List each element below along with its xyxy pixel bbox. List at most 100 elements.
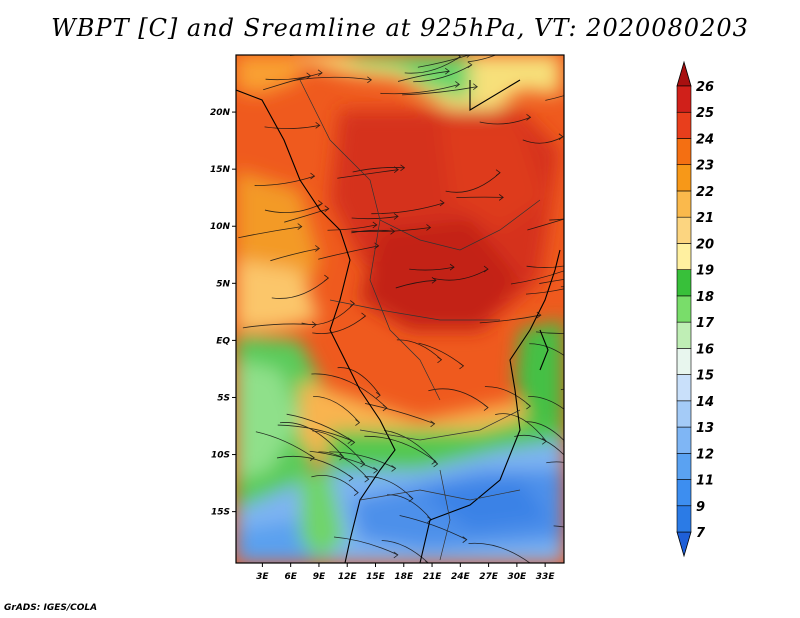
streamline — [311, 474, 359, 493]
y-tick-label: 5S — [217, 393, 230, 403]
streamline — [365, 403, 435, 425]
streamline-arrow — [372, 221, 378, 229]
streamline — [479, 116, 531, 125]
streamline-arrow — [495, 169, 501, 176]
streamline-arrow — [306, 72, 312, 80]
colorbar-segment — [676, 295, 692, 323]
streamline-arrow — [382, 404, 388, 412]
streamline-arrow — [610, 269, 614, 275]
streamline-arrow — [393, 213, 399, 220]
streamline-arrow — [425, 560, 429, 563]
y-tick-label: 15S — [211, 508, 230, 518]
streamline-arrow — [393, 551, 399, 559]
colorbar-segment — [676, 400, 692, 428]
streamline — [399, 515, 467, 540]
streamline-arrow — [315, 122, 321, 129]
streamline-arrow — [612, 322, 616, 328]
streamline-arrow — [317, 69, 323, 77]
temperature-field — [236, 55, 564, 563]
streamline — [312, 430, 365, 465]
streamline-arrow — [558, 133, 564, 141]
streamline — [549, 218, 564, 221]
x-tick-label: 30E — [508, 572, 528, 582]
streamline — [413, 64, 472, 83]
colorbar-label: 18 — [696, 290, 714, 305]
streamline-arrow — [624, 553, 628, 559]
streamline-arrow — [467, 61, 473, 69]
streamline — [333, 536, 398, 556]
streamline-arrow — [483, 404, 489, 411]
streamline-arrow — [353, 489, 359, 496]
colorbar-label: 7 — [696, 526, 706, 541]
streamline — [351, 216, 399, 220]
streamline-arrow — [367, 76, 373, 84]
x-tick-label: 33E — [536, 572, 556, 582]
country-borders — [299, 79, 541, 561]
streamline-arrow — [473, 83, 478, 91]
streamline — [428, 388, 489, 408]
colorbar-segment — [676, 111, 692, 139]
streamline-arrow — [339, 453, 345, 461]
coastline-outline — [236, 79, 561, 563]
streamline — [365, 476, 414, 499]
streamline — [467, 55, 497, 63]
streamline-arrow — [565, 266, 569, 272]
streamline — [318, 245, 379, 260]
streamline-arrow — [351, 34, 355, 40]
streamline-arrow — [431, 277, 437, 284]
streamline — [270, 248, 320, 262]
streamline — [535, 331, 564, 334]
streamline-arrow — [514, 41, 518, 47]
streamline — [264, 124, 320, 129]
y-tick-label: 20N — [210, 108, 231, 118]
streamline-arrow — [309, 454, 315, 462]
x-tick-label: 6E — [284, 572, 297, 582]
streamline — [312, 315, 366, 334]
x-tick-label: 15E — [366, 572, 386, 582]
streamline-arrow — [297, 223, 303, 230]
colorbar-label: 16 — [696, 342, 714, 357]
colorbar-label: 12 — [696, 447, 714, 462]
streamline — [529, 343, 564, 356]
streamline-arrow — [483, 265, 489, 273]
streamline-arrow — [437, 356, 443, 364]
streamline-arrow — [315, 245, 320, 252]
streamline — [337, 169, 399, 179]
streamline — [276, 455, 354, 479]
x-tick-label: 9E — [313, 572, 326, 582]
streamline — [468, 542, 531, 563]
streamline-arrow — [360, 460, 366, 468]
streamline-arrow — [498, 194, 504, 201]
x-tick-label: 24E — [451, 572, 471, 582]
colorbar-segment — [676, 190, 692, 218]
colorbar-segment — [676, 243, 692, 270]
streamline-arrow — [603, 415, 607, 421]
streamline — [539, 278, 564, 284]
streamline-arrow — [430, 420, 436, 428]
streamline — [284, 208, 329, 223]
streamline — [409, 266, 455, 271]
streamline — [526, 265, 564, 268]
streamline — [525, 288, 564, 295]
streamline — [351, 227, 431, 233]
streamline — [514, 435, 564, 456]
streamline-arrow — [571, 283, 575, 289]
colorbar-segment — [676, 426, 692, 454]
streamline-arrow — [573, 212, 577, 218]
streamline-arrow — [582, 257, 586, 263]
streamline-arrow — [400, 164, 406, 172]
colorbar-segment — [676, 216, 692, 244]
colorbar-segment — [676, 452, 692, 480]
streamline — [479, 314, 541, 324]
streamline-arrow — [375, 391, 381, 399]
y-tick-label: 15N — [210, 165, 231, 175]
colorbar-label: 21 — [696, 211, 714, 226]
colorbar-label: 9 — [696, 500, 705, 515]
streamline-arrow — [431, 458, 437, 465]
streamline — [364, 435, 436, 462]
colorbar-label: 15 — [696, 369, 714, 384]
x-tick-label: 21E — [423, 572, 443, 582]
x-tick-label: 18E — [394, 572, 414, 582]
streamline — [417, 55, 471, 68]
colorbar-label: 19 — [696, 264, 714, 279]
